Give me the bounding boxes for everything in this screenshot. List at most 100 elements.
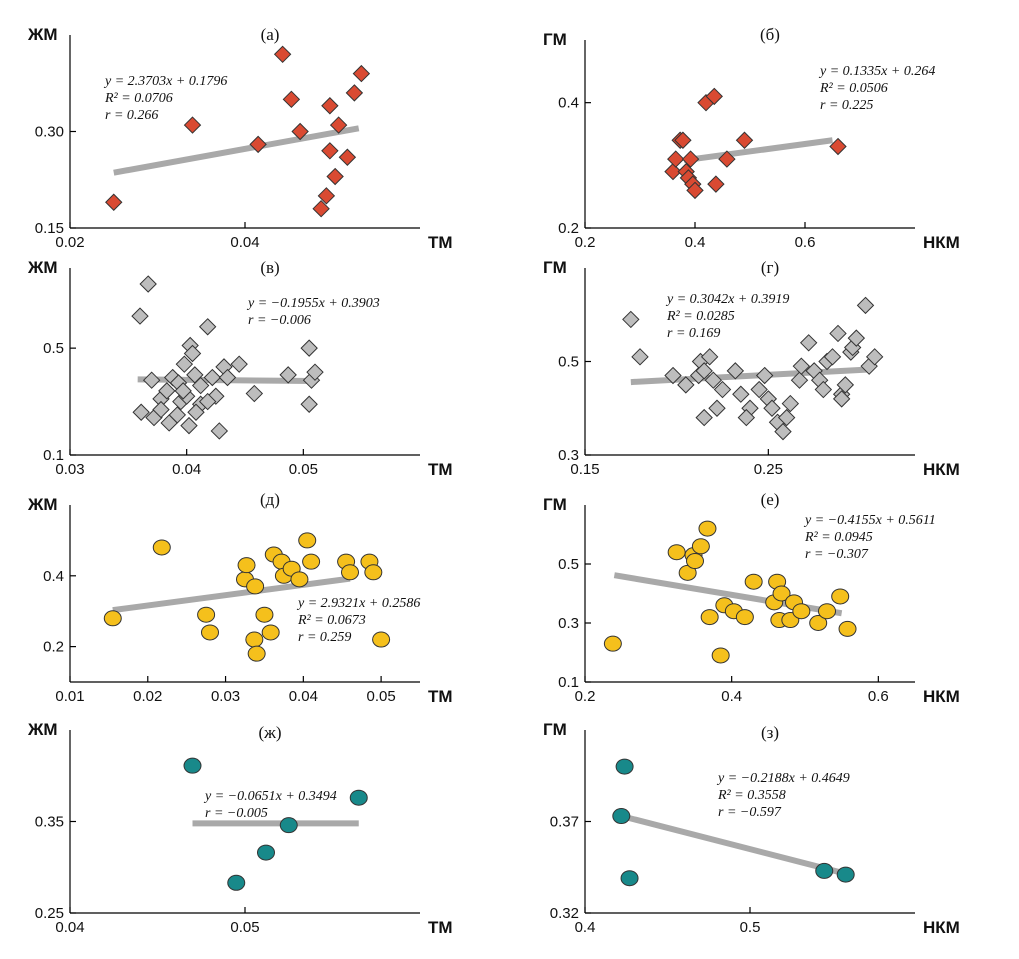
y-tick-label: 0.3 (558, 615, 579, 632)
trend-line (620, 813, 850, 878)
x-tick-label: 0.04 (289, 688, 318, 705)
data-point (302, 553, 321, 570)
data-point (131, 307, 149, 325)
regression-equation-line: r = −0.597 (718, 805, 782, 820)
data-point (814, 380, 833, 399)
scatter-panel-3: 0.03 0.04 0.05 0.1 0.5 ЖМ ТМ (в) y = −0.1955x + … (27, 258, 453, 479)
data-point (792, 603, 811, 620)
y-tick-label: 0.2 (43, 639, 64, 656)
data-point (815, 862, 834, 879)
data-point (836, 376, 855, 394)
data-point (183, 344, 202, 363)
x-tick-label: 0.03 (211, 688, 240, 705)
data-point (230, 355, 248, 373)
data-point (856, 296, 875, 315)
data-point (142, 371, 161, 389)
regression-equation-line: y = 2.9321x + 0.2586 (296, 596, 420, 611)
panel-title: (ж) (258, 723, 281, 742)
x-tick-label: 0.04 (172, 461, 201, 478)
regression-equation-line: R² = 0.0285 (666, 309, 735, 324)
data-point (700, 609, 719, 626)
data-point (781, 394, 800, 413)
data-point (329, 116, 348, 134)
data-point (349, 789, 368, 806)
y-tick-label: 0.4 (558, 95, 579, 112)
scatter-panel-5: 0.01 0.02 0.03 0.04 0.05 0.2 0.4 ЖМ ТМ (д) y = 2.9… (27, 490, 453, 706)
data-point (677, 376, 695, 394)
regression-equation-line: R² = 0.0945 (804, 530, 873, 545)
y-axis-label: ЖМ (27, 720, 58, 739)
x-tick-label: 0.04 (230, 234, 259, 251)
data-point (704, 371, 723, 389)
data-point (622, 310, 640, 329)
x-tick-label: 0.02 (55, 234, 84, 251)
scatter-panel-1: 0.02 0.04 0.15 0.30 ЖМ ТМ (а) y = 2.3703x + 0.1… (27, 25, 453, 252)
y-axis-label: ЖМ (27, 25, 58, 44)
x-axis-label: ТМ (428, 687, 453, 706)
data-point (158, 382, 176, 400)
y-tick-label: 0.35 (35, 814, 64, 831)
data-point (183, 757, 202, 774)
regression-equation-line: r = −0.307 (805, 547, 869, 562)
x-axis-label: НКМ (923, 918, 960, 937)
data-point (298, 532, 317, 549)
panel-title: (д) (260, 490, 280, 509)
data-point (792, 357, 811, 375)
data-point (291, 122, 309, 141)
y-axis-label: ГМ (543, 495, 567, 514)
x-axis-label: ТМ (428, 233, 453, 252)
data-point (735, 609, 754, 626)
regression-equation-line: r = 0.169 (667, 326, 720, 341)
y-tick-label: 0.3 (558, 447, 579, 464)
data-point (203, 368, 222, 387)
data-point (273, 45, 292, 64)
data-point (832, 390, 851, 408)
data-point (282, 90, 301, 109)
data-point (686, 553, 704, 570)
x-tick-label: 0.15 (570, 461, 599, 478)
data-point (372, 631, 391, 648)
y-axis-label: ЖМ (27, 258, 58, 277)
data-point (247, 645, 266, 662)
data-point (279, 817, 298, 834)
panel-title: (а) (261, 25, 280, 44)
data-point (686, 181, 704, 200)
data-point (227, 874, 246, 891)
regression-equation-line: R² = 0.3558 (717, 788, 786, 803)
data-point (667, 150, 685, 168)
regression-equation-line: r = 0.266 (105, 108, 158, 123)
scatter-panel-2: 0.2 0.4 0.6 0.2 0.4 ГМ НКМ (б) y = 0.1335x + 0.2… (543, 25, 960, 252)
data-point (799, 334, 818, 352)
data-point (732, 385, 750, 403)
data-point (103, 610, 122, 627)
x-axis-label: НКМ (923, 233, 960, 252)
data-point (246, 578, 265, 595)
data-point (705, 87, 723, 106)
y-axis-label: ГМ (543, 30, 567, 49)
data-point (249, 135, 267, 154)
data-point (183, 116, 202, 134)
panel-title: (е) (761, 490, 780, 509)
x-tick-label: 0.4 (685, 234, 706, 251)
x-tick-label: 0.03 (55, 461, 84, 478)
x-tick-label: 0.2 (575, 688, 596, 705)
data-point (620, 870, 639, 887)
data-point (737, 408, 756, 427)
data-point (681, 150, 700, 168)
data-point (317, 187, 336, 205)
panel-title: (б) (760, 25, 780, 44)
regression-equation-line: r = −0.005 (205, 806, 268, 821)
y-axis-label: ГМ (543, 258, 567, 277)
panel-title: (з) (761, 723, 779, 742)
data-point (829, 137, 847, 156)
data-point (255, 606, 274, 623)
regression-equation-line: y = 2.3703x + 0.1796 (103, 74, 227, 89)
x-tick-label: 0.05 (367, 688, 396, 705)
data-point (674, 131, 692, 149)
trend-line (683, 137, 833, 164)
data-point (210, 422, 229, 440)
data-point (237, 557, 256, 574)
data-point (772, 585, 791, 602)
data-point (695, 362, 713, 380)
x-axis-label: ТМ (428, 460, 453, 479)
